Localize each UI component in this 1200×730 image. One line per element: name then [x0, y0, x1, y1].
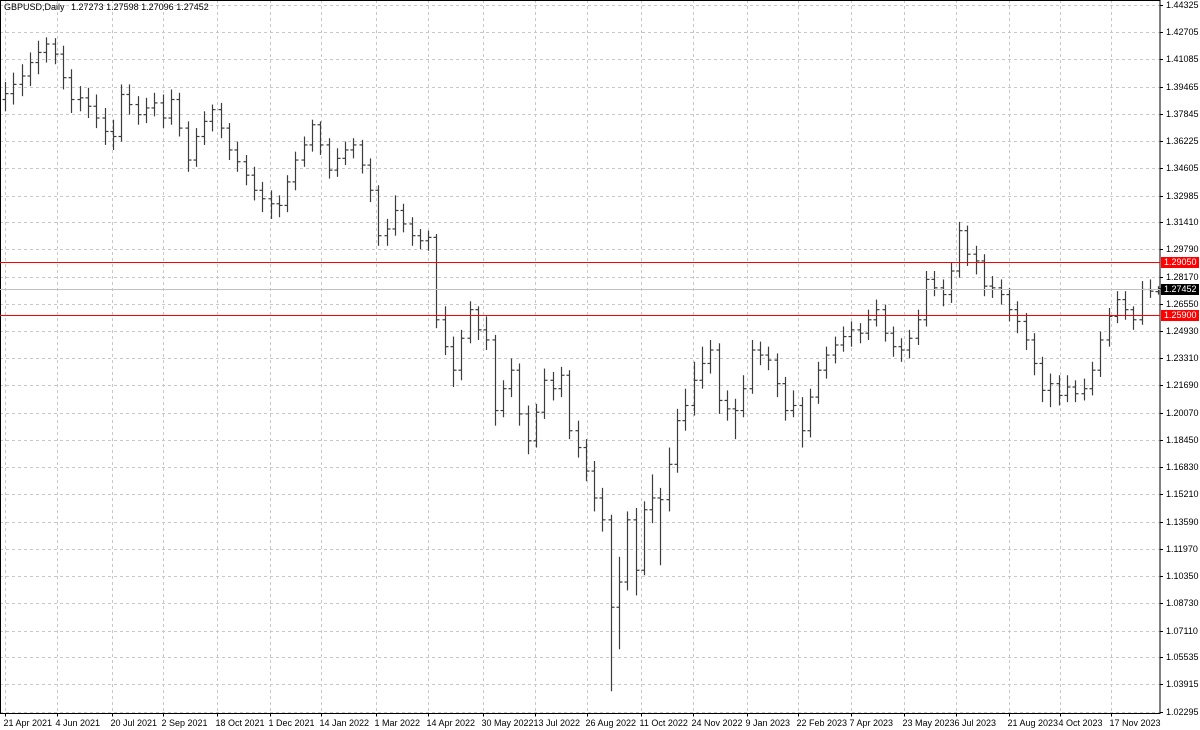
- level-label-box: [1161, 310, 1199, 321]
- x-tick-label: 1 Dec 2021: [269, 718, 315, 728]
- y-tick-label: 1.24930: [1166, 326, 1199, 336]
- y-tick-label: 1.32985: [1166, 191, 1199, 201]
- y-tick-label: 1.11970: [1166, 544, 1198, 554]
- y-tick-label: 1.42705: [1166, 27, 1199, 37]
- open-value: 1.27273: [71, 2, 104, 12]
- high-value: 1.27598: [106, 2, 139, 12]
- level-label-box: [1161, 257, 1199, 268]
- x-tick-label: 1 Mar 2022: [375, 718, 421, 728]
- y-tick-label: 1.21690: [1166, 380, 1199, 390]
- chart-title: GBPUSD,Daily: [4, 2, 65, 12]
- x-tick-label: 7 Apr 2023: [850, 718, 894, 728]
- low-value: 1.27096: [141, 2, 174, 12]
- price-label: 1.27452: [1164, 284, 1197, 294]
- y-tick-label: 1.34605: [1166, 163, 1199, 173]
- chart-header: GBPUSD,Daily 1.27273 1.27598 1.27096 1.2…: [4, 2, 209, 12]
- level-label: 1.25900: [1164, 310, 1197, 320]
- y-tick-label: 1.28170: [1166, 272, 1199, 282]
- y-tick-label: 1.13590: [1166, 517, 1199, 527]
- x-tick-label: 22 Feb 2023: [797, 718, 848, 728]
- y-tick-label: 1.20070: [1166, 408, 1199, 418]
- x-tick-label: 2 Sep 2021: [162, 718, 208, 728]
- y-tick-label: 1.16830: [1166, 462, 1199, 472]
- x-tick-label: 24 Nov 2022: [692, 718, 743, 728]
- grid: [0, 0, 1160, 714]
- y-tick-label: 1.10350: [1166, 571, 1199, 581]
- y-tick-label: 1.36225: [1166, 136, 1199, 146]
- y-tick-label: 1.23310: [1166, 353, 1199, 363]
- y-tick-label: 1.18450: [1166, 435, 1199, 445]
- x-tick-label: 14 Jan 2022: [320, 718, 370, 728]
- x-tick-label: 4 Jun 2021: [56, 718, 101, 728]
- x-tick-label: 17 Nov 2023: [1110, 718, 1161, 728]
- x-tick-label: 14 Apr 2022: [427, 718, 476, 728]
- y-tick-label: 1.02295: [1166, 707, 1199, 717]
- plot-frame: [0, 0, 1161, 714]
- y-tick-label: 1.44325: [1166, 0, 1199, 10]
- y-tick-label: 1.37845: [1166, 109, 1199, 119]
- x-tick-label: 9 Jan 2023: [746, 718, 791, 728]
- x-tick-label: 21 Aug 2023: [1008, 718, 1059, 728]
- price-label-box: [1161, 284, 1199, 295]
- x-tick-label: 18 Oct 2021: [216, 718, 265, 728]
- x-tick-label: 13 Jul 2022: [534, 718, 581, 728]
- x-tick-label: 30 May 2022: [482, 718, 534, 728]
- close-value: 1.27452: [176, 2, 209, 12]
- x-tick-label: 11 Oct 2022: [640, 718, 688, 728]
- y-tick-label: 1.08730: [1166, 598, 1199, 608]
- y-tick-label: 1.15210: [1166, 489, 1199, 499]
- y-tick-label: 1.41085: [1166, 54, 1199, 64]
- y-tick-label: 1.07110: [1166, 626, 1198, 636]
- level-label: 1.29050: [1164, 257, 1197, 267]
- x-tick-label: 21 Apr 2021: [4, 718, 53, 728]
- x-tick-label: 4 Oct 2023: [1059, 718, 1103, 728]
- y-tick-label: 1.29790: [1166, 244, 1199, 254]
- y-tick-label: 1.31410: [1166, 217, 1199, 227]
- y-tick-label: 1.26550: [1166, 299, 1199, 309]
- y-tick-label: 1.39465: [1166, 82, 1199, 92]
- y-tick-label: 1.05535: [1166, 652, 1199, 662]
- x-tick-label: 26 Aug 2022: [586, 718, 637, 728]
- x-tick-label: 20 Jul 2021: [111, 718, 158, 728]
- y-tick-label: 1.03915: [1166, 679, 1199, 689]
- x-tick-label: 6 Jul 2023: [955, 718, 997, 728]
- x-tick-label: 23 May 2023: [903, 718, 955, 728]
- bars: [2, 37, 1162, 692]
